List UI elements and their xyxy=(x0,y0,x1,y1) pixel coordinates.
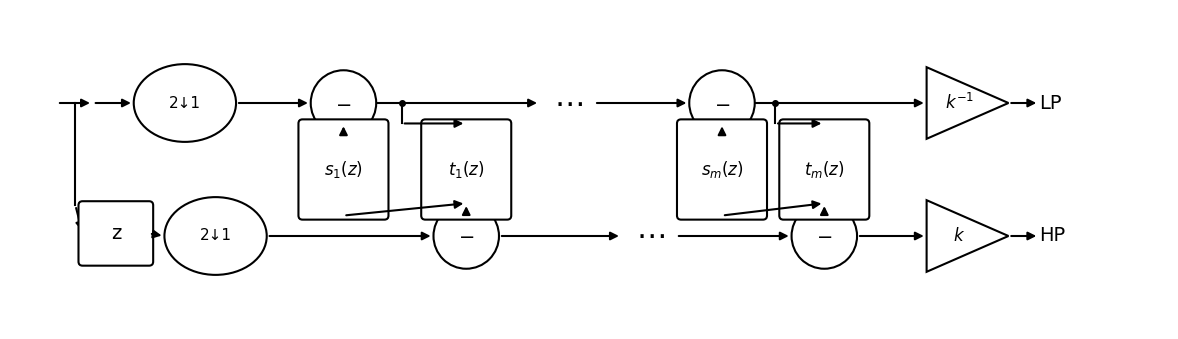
FancyBboxPatch shape xyxy=(677,119,767,220)
FancyBboxPatch shape xyxy=(780,119,869,220)
FancyBboxPatch shape xyxy=(79,201,153,266)
Circle shape xyxy=(434,203,499,269)
Text: $k^{-1}$: $k^{-1}$ xyxy=(945,93,974,113)
Text: $s_m(z)$: $s_m(z)$ xyxy=(701,159,743,180)
Text: $\cdots$: $\cdots$ xyxy=(636,221,664,251)
FancyBboxPatch shape xyxy=(422,119,511,220)
Text: LP: LP xyxy=(1039,94,1061,113)
Polygon shape xyxy=(927,67,1008,139)
Circle shape xyxy=(689,70,755,136)
Text: $k$: $k$ xyxy=(953,227,966,245)
Text: $-$: $-$ xyxy=(336,94,351,113)
Circle shape xyxy=(792,203,858,269)
Text: $-$: $-$ xyxy=(816,226,833,245)
Text: $\cdots$: $\cdots$ xyxy=(554,88,583,118)
Circle shape xyxy=(311,70,376,136)
Polygon shape xyxy=(927,200,1008,272)
Text: z: z xyxy=(111,224,121,243)
Text: HP: HP xyxy=(1039,226,1065,245)
Text: $s_1(z)$: $s_1(z)$ xyxy=(324,159,363,180)
Text: 2↓1: 2↓1 xyxy=(199,228,232,243)
FancyBboxPatch shape xyxy=(298,119,389,220)
Ellipse shape xyxy=(134,64,236,142)
Text: $-$: $-$ xyxy=(458,226,475,245)
Text: $t_m(z)$: $t_m(z)$ xyxy=(803,159,845,180)
Text: $t_1(z)$: $t_1(z)$ xyxy=(448,159,484,180)
Ellipse shape xyxy=(165,197,266,275)
Text: 2↓1: 2↓1 xyxy=(168,96,201,111)
Text: $-$: $-$ xyxy=(714,94,730,113)
